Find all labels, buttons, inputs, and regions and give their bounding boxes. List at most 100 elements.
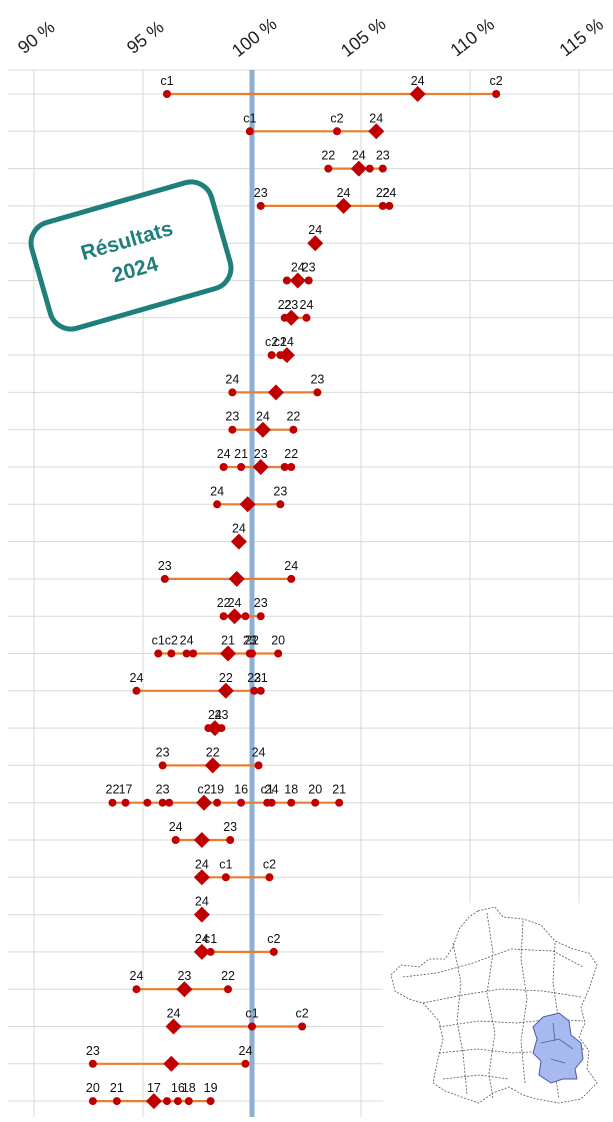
data-point bbox=[162, 1097, 171, 1106]
data-point bbox=[237, 798, 246, 807]
point-label: 21 bbox=[221, 634, 235, 648]
main-marker-diamond bbox=[193, 869, 210, 886]
point-label: c1 bbox=[274, 335, 287, 349]
row-23: 24 bbox=[193, 895, 210, 923]
row-10: 23 24 22 bbox=[225, 410, 300, 438]
data-point bbox=[167, 649, 176, 658]
point-label: 22 bbox=[217, 596, 231, 610]
data-point bbox=[132, 686, 141, 695]
point-label: c1 bbox=[160, 74, 173, 88]
point-label: 24 bbox=[239, 1044, 253, 1058]
point-label: 22 bbox=[321, 149, 335, 163]
row-19: 23 22 24 bbox=[156, 745, 266, 774]
data-point bbox=[256, 686, 265, 695]
point-label: 24 bbox=[352, 149, 366, 163]
x-tick-label: 90 % bbox=[14, 17, 59, 58]
point-label: 24 bbox=[284, 559, 298, 573]
row-13: 24 bbox=[230, 522, 247, 550]
point-label: c2 bbox=[197, 783, 210, 797]
row-12: 24 23 bbox=[210, 484, 287, 513]
data-point bbox=[132, 985, 141, 994]
data-point bbox=[165, 798, 174, 807]
point-label: 16 bbox=[234, 783, 248, 797]
point-label: 16 bbox=[171, 1081, 185, 1095]
point-label: 24 bbox=[411, 74, 425, 88]
data-point bbox=[256, 612, 265, 621]
data-point bbox=[228, 388, 237, 397]
data-point bbox=[335, 798, 344, 807]
point-label: 21 bbox=[110, 1081, 124, 1095]
point-label: 24 bbox=[232, 522, 246, 536]
point-label: c1 bbox=[243, 111, 256, 125]
point-label: 24 bbox=[308, 223, 322, 237]
point-label: 24 bbox=[180, 634, 194, 648]
main-marker-diamond bbox=[217, 682, 234, 699]
point-label: 24 bbox=[208, 708, 222, 722]
data-point bbox=[143, 798, 152, 807]
data-point bbox=[298, 1022, 307, 1031]
point-label: 21 bbox=[254, 671, 268, 685]
data-point bbox=[219, 612, 228, 621]
data-point bbox=[158, 798, 167, 807]
main-marker-diamond bbox=[239, 496, 256, 513]
data-point bbox=[324, 164, 333, 173]
point-label: 24 bbox=[291, 261, 305, 275]
point-label: c2 bbox=[296, 1007, 309, 1021]
point-label: c1 bbox=[245, 1007, 258, 1021]
data-point bbox=[112, 1097, 121, 1106]
point-label: 20 bbox=[86, 1081, 100, 1095]
point-label: 23 bbox=[247, 671, 261, 685]
data-point bbox=[221, 873, 230, 882]
point-label: 23 bbox=[284, 298, 298, 312]
data-point bbox=[206, 947, 215, 956]
point-label: c1 bbox=[204, 932, 217, 946]
data-point bbox=[228, 425, 237, 434]
point-label: 24 bbox=[169, 820, 183, 834]
point-label: 24 bbox=[228, 596, 242, 610]
data-point bbox=[333, 127, 342, 136]
data-point bbox=[265, 873, 274, 882]
point-label: 21 bbox=[234, 447, 248, 461]
main-marker-diamond bbox=[145, 1093, 162, 1110]
main-marker-diamond bbox=[289, 272, 306, 289]
point-label: c2 bbox=[265, 335, 278, 349]
main-marker-diamond bbox=[220, 645, 237, 662]
point-label: 24 bbox=[256, 410, 270, 424]
point-label: 23 bbox=[254, 447, 268, 461]
data-point bbox=[365, 164, 374, 173]
main-marker-diamond bbox=[193, 832, 210, 848]
main-marker-diamond bbox=[165, 1018, 182, 1035]
row-14: 23 24 bbox=[158, 559, 298, 587]
point-label: c2 bbox=[267, 932, 280, 946]
point-label: 23 bbox=[158, 559, 172, 573]
point-label: 23 bbox=[376, 149, 390, 163]
point-label: 23 bbox=[215, 708, 229, 722]
data-point bbox=[311, 798, 320, 807]
point-label: 24 bbox=[369, 111, 383, 125]
point-label: 23 bbox=[223, 820, 237, 834]
point-label: 21 bbox=[332, 783, 346, 797]
point-label: 22 bbox=[284, 447, 298, 461]
main-marker-diamond bbox=[278, 347, 295, 364]
main-marker-diamond bbox=[163, 1055, 180, 1072]
data-point bbox=[162, 90, 171, 98]
point-label: 24 bbox=[337, 186, 351, 200]
data-point bbox=[206, 1097, 215, 1106]
point-label: 23 bbox=[254, 596, 268, 610]
data-point bbox=[154, 649, 163, 658]
main-marker-diamond bbox=[283, 309, 300, 326]
row-9: 24 23 bbox=[225, 372, 324, 401]
data-point bbox=[88, 1097, 97, 1106]
data-point bbox=[267, 351, 276, 360]
data-point bbox=[287, 463, 296, 471]
point-label: 23 bbox=[156, 745, 170, 759]
data-point bbox=[224, 985, 233, 994]
point-label: 24 bbox=[225, 372, 239, 386]
main-marker-diamond bbox=[307, 235, 324, 252]
data-point bbox=[274, 649, 283, 658]
point-label: 23 bbox=[86, 1044, 100, 1058]
main-marker-diamond bbox=[228, 570, 245, 587]
